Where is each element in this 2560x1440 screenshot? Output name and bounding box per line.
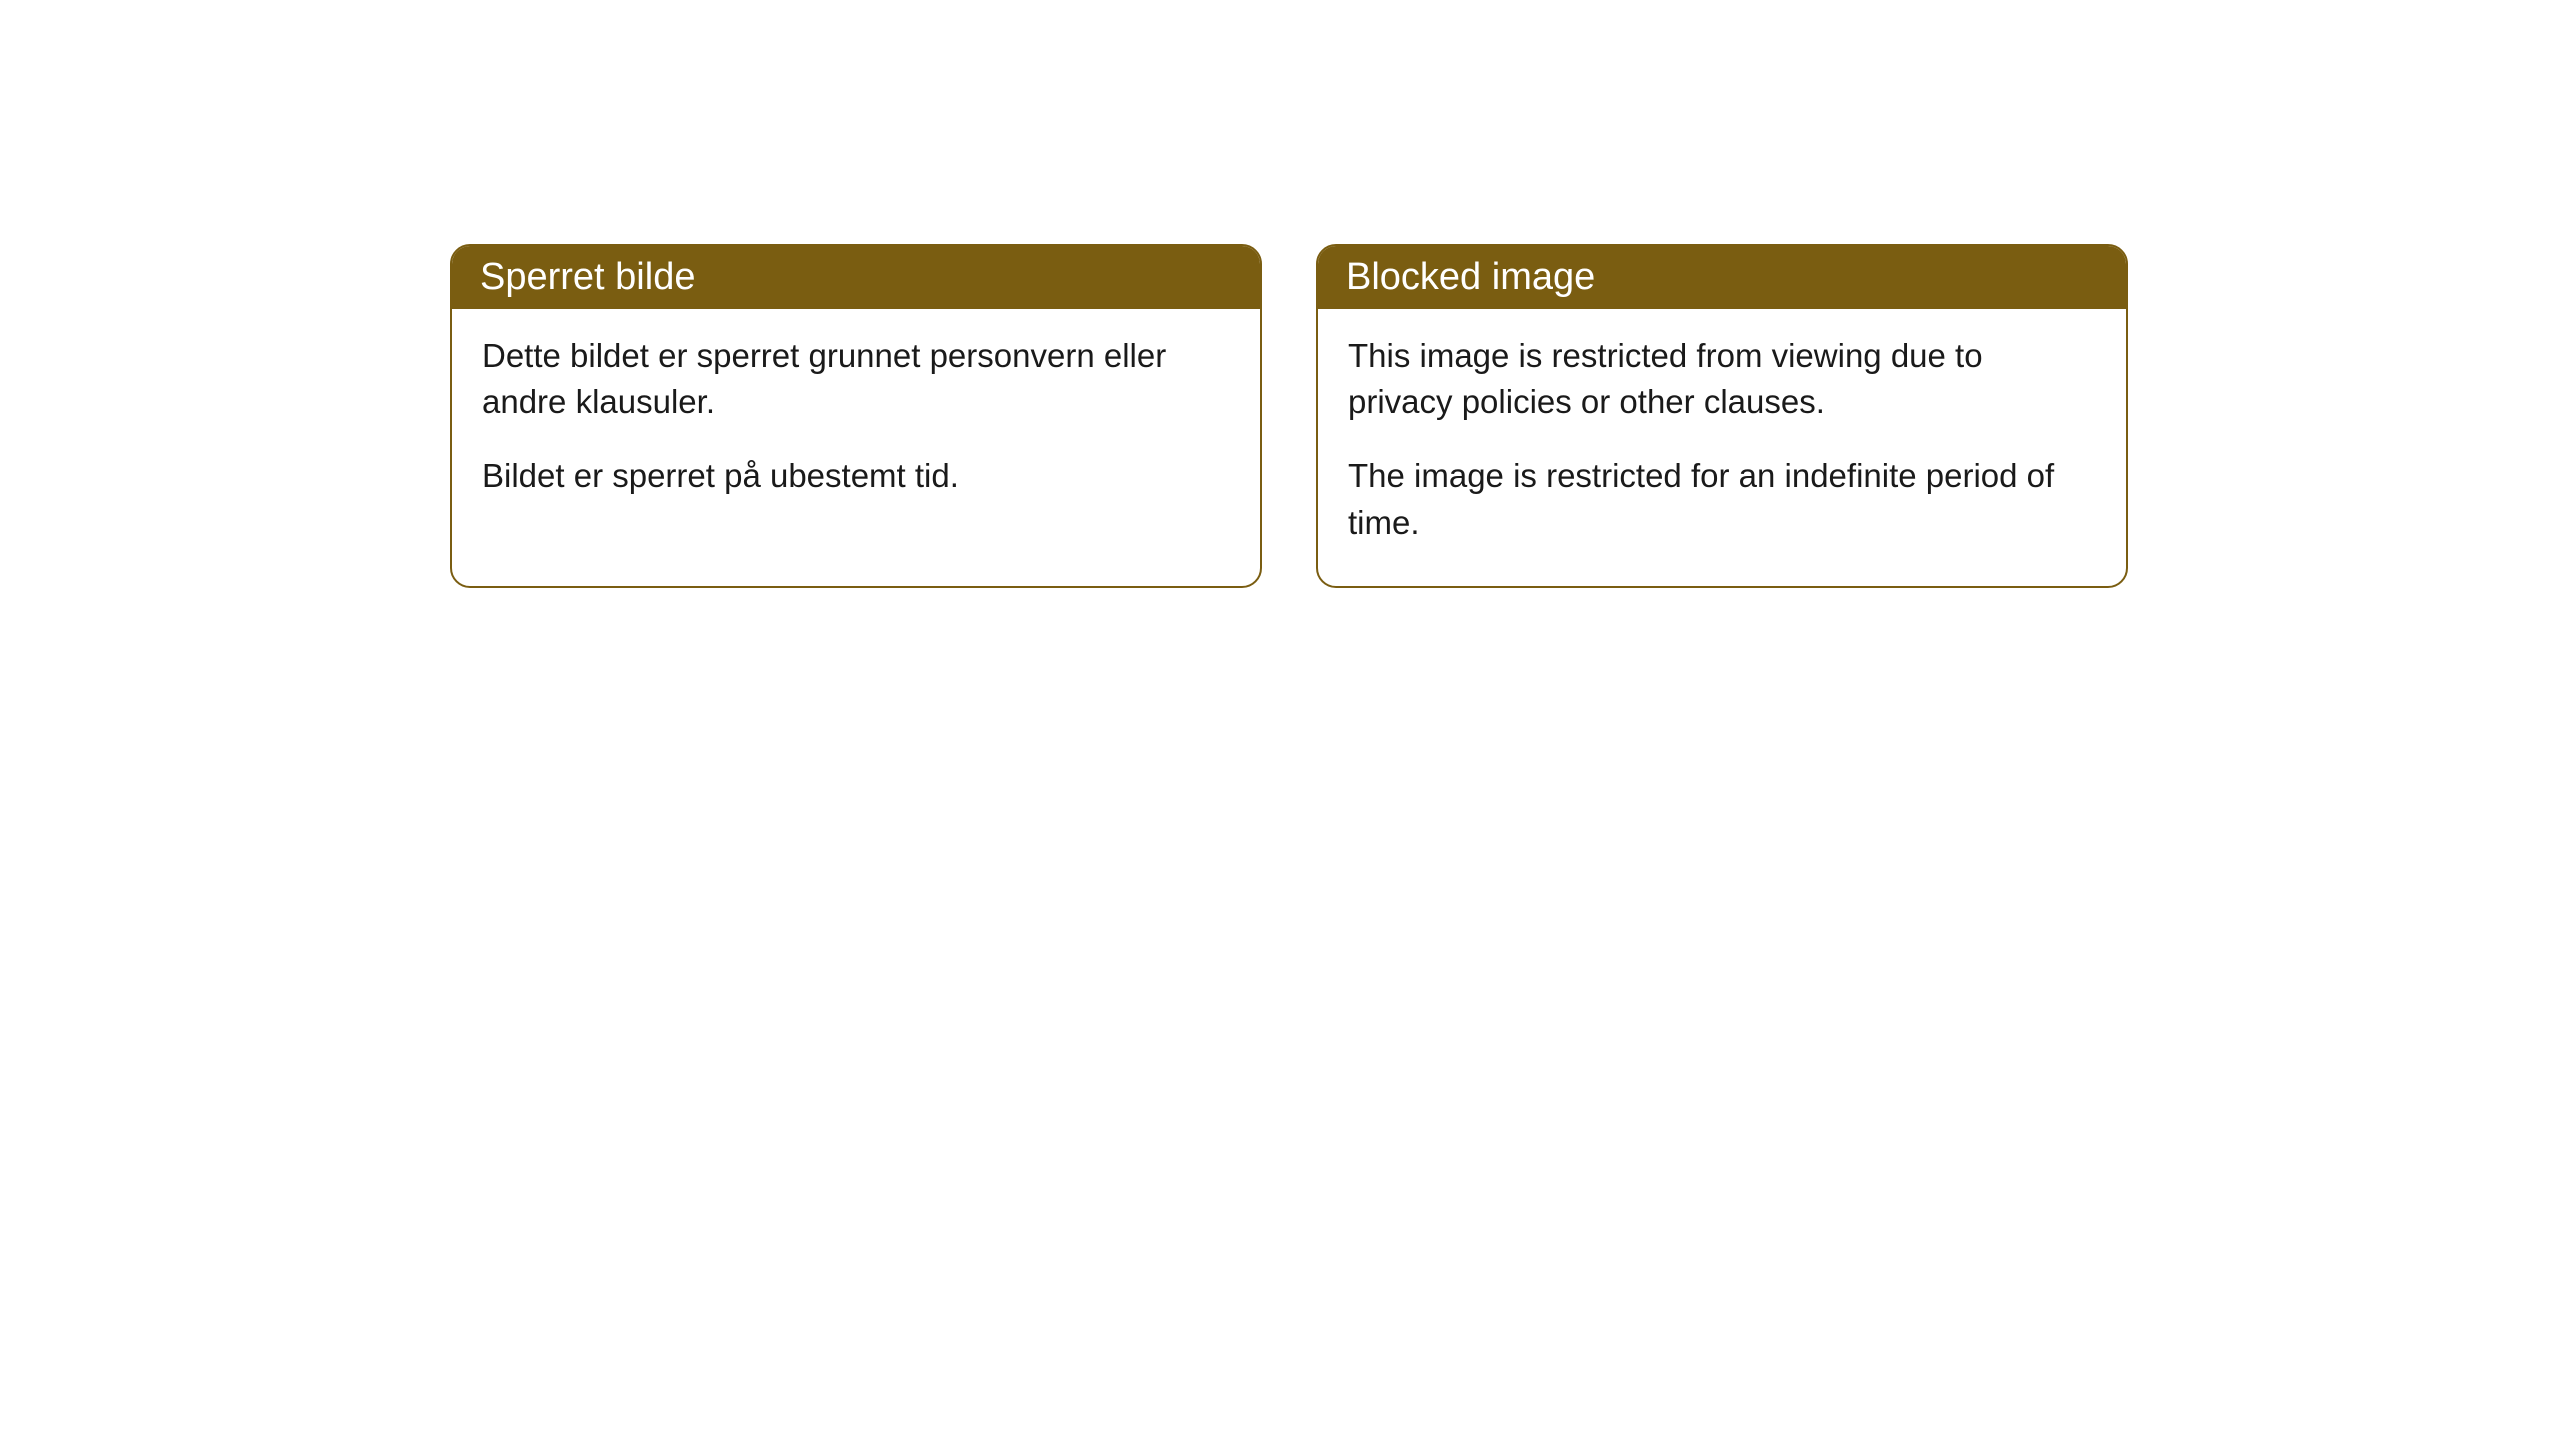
card-paragraph-1: Dette bildet er sperret grunnet personve… <box>482 333 1230 425</box>
card-title: Blocked image <box>1346 256 1595 298</box>
card-paragraph-2: The image is restricted for an indefinit… <box>1348 453 2096 545</box>
card-paragraph-1: This image is restricted from viewing du… <box>1348 333 2096 425</box>
card-header: Blocked image <box>1318 246 2126 309</box>
card-title: Sperret bilde <box>480 256 695 298</box>
blocked-image-card-norwegian: Sperret bilde Dette bildet er sperret gr… <box>450 244 1262 588</box>
card-header: Sperret bilde <box>452 246 1260 309</box>
card-body: Dette bildet er sperret grunnet personve… <box>452 309 1260 540</box>
card-body: This image is restricted from viewing du… <box>1318 309 2126 586</box>
card-paragraph-2: Bildet er sperret på ubestemt tid. <box>482 453 1230 499</box>
blocked-image-card-english: Blocked image This image is restricted f… <box>1316 244 2128 588</box>
notice-cards-container: Sperret bilde Dette bildet er sperret gr… <box>450 244 2128 588</box>
